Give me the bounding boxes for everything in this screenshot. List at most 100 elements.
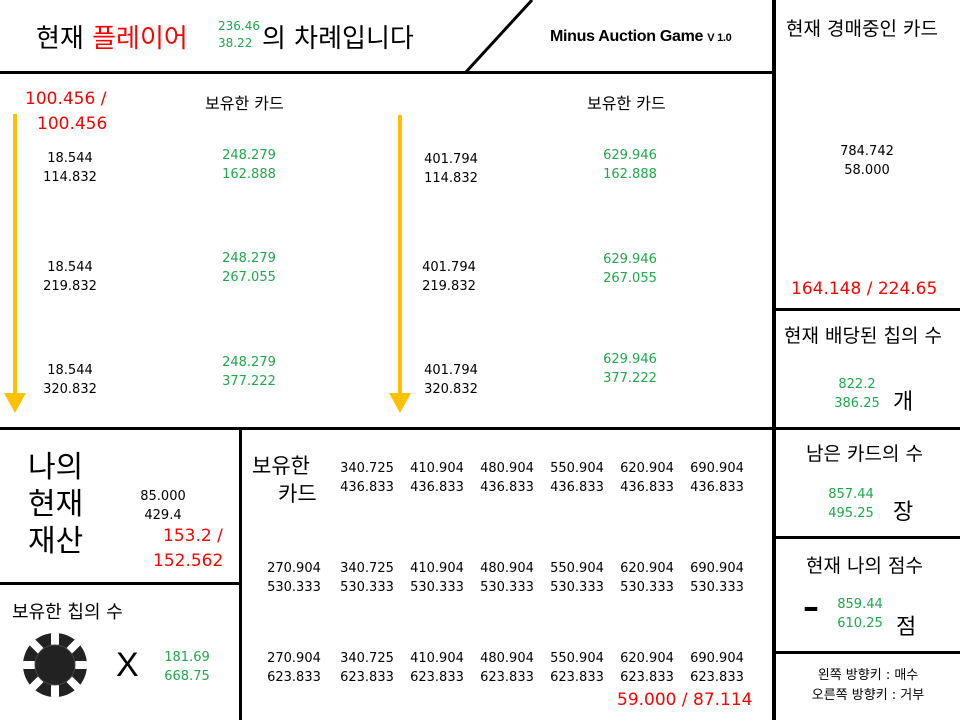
turn-suffix: 의 차례입니다 — [262, 24, 414, 54]
value: 267.055 — [222, 270, 276, 285]
opponent-right-row-2-a: 401.794 219.832 — [409, 258, 489, 296]
current-card-ratio: 164.148 / 224.65 — [791, 279, 938, 299]
my-card: 690.904 623.833 — [677, 649, 757, 687]
my-card: 620.904 436.833 — [607, 459, 687, 497]
my-card: 270.904 530.333 — [254, 559, 334, 597]
value: 401.794 — [424, 363, 478, 378]
value: 267.055 — [603, 271, 657, 286]
my-assets-value: 85.000 429.4 — [123, 487, 203, 525]
value: 401.794 — [424, 152, 478, 167]
opponent-left-ratio-2: 100.456 — [37, 114, 108, 134]
opponent-left-arrow-shaft — [13, 114, 17, 396]
my-card: 550.904 530.333 — [537, 559, 617, 597]
opponent-right-arrow-icon — [389, 393, 411, 413]
my-card-value: 690.904 — [690, 651, 744, 666]
opponent-right-row-3-b: 629.946 377.222 — [590, 350, 670, 388]
my-card: 480.904 623.833 — [467, 649, 547, 687]
my-card-value: 623.833 — [267, 670, 321, 685]
opponent-right-row-1-a: 401.794 114.832 — [411, 150, 491, 188]
my-card: 620.904 623.833 — [607, 649, 687, 687]
my-card-value: 436.833 — [620, 480, 674, 495]
opponent-right-row-3-a: 401.794 320.832 — [411, 361, 491, 399]
opponent-left-row-1-b: 248.279 162.888 — [209, 146, 289, 184]
my-chips-title: 보유한 칩의 수 — [12, 602, 123, 623]
my-card: 340.725 530.333 — [327, 559, 407, 597]
opponent-right-held-label: 보유한 카드 — [587, 94, 666, 113]
my-assets-value-1: 85.000 — [140, 489, 186, 504]
player-y-value: 38.22 — [218, 36, 253, 50]
my-card-value: 620.904 — [620, 561, 674, 576]
value: 248.279 — [222, 355, 276, 370]
my-card: 690.904 530.333 — [677, 559, 757, 597]
my-cards-ratio: 59.000 / 87.114 — [617, 690, 753, 710]
my-card: 270.904 623.833 — [254, 649, 334, 687]
cards-left-unit: 장 — [893, 500, 914, 525]
my-card-value: 480.904 — [480, 561, 534, 576]
header-slash — [464, 0, 534, 74]
opponent-left-ratio-1: 100.456 / — [25, 89, 107, 109]
my-card-value: 550.904 — [550, 461, 604, 476]
opponent-right-row-2-b: 629.946 267.055 — [590, 250, 670, 288]
chips-assigned-value-1: 822.2 — [838, 377, 876, 392]
my-card: 480.904 436.833 — [467, 459, 547, 497]
turn-prefix: 현재 — [36, 24, 93, 54]
current-card-value: 784.742 58.000 — [827, 142, 907, 180]
my-card-value: 623.833 — [410, 670, 464, 685]
chips-assigned-unit: 개 — [893, 390, 914, 415]
value: 248.279 — [222, 251, 276, 266]
my-card: 480.904 530.333 — [467, 559, 547, 597]
cards-left-value-2: 495.25 — [828, 506, 874, 521]
my-card-value: 410.904 — [410, 651, 464, 666]
my-cards-title-1: 보유한 — [252, 454, 310, 478]
my-cards-title-2: 카드 — [278, 482, 317, 506]
my-cards-title: 보유한 카드 — [252, 452, 317, 508]
my-card: 550.904 623.833 — [537, 649, 617, 687]
my-card-value: 623.833 — [550, 670, 604, 685]
opponent-left-row-3-a: 18.544 320.832 — [30, 361, 110, 399]
my-card-value: 340.725 — [340, 561, 394, 576]
my-score-title: 현재 나의 점수 — [806, 555, 923, 577]
value: 629.946 — [603, 252, 657, 267]
opponent-left-ratio: 100.456 / 100.456 — [25, 87, 107, 137]
my-card: 620.904 530.333 — [607, 559, 687, 597]
value: 114.832 — [43, 170, 97, 185]
my-card-value: 530.333 — [267, 580, 321, 595]
my-card: 550.904 436.833 — [537, 459, 617, 497]
bottom-vertical-divider — [239, 427, 242, 720]
my-assets-title-3: 재산 — [28, 524, 84, 559]
my-card-value: 623.833 — [690, 670, 744, 685]
controls-help: 왼쪽 방향키 : 매수 오른쪽 방향키 : 거부 — [776, 666, 960, 706]
header-bottom-line — [0, 71, 772, 74]
my-card-value: 270.904 — [267, 651, 321, 666]
my-assets-title-1: 나의 — [28, 450, 84, 485]
my-card-value: 410.904 — [410, 461, 464, 476]
game-title-text: Minus Auction Game — [550, 28, 704, 45]
right-line-2 — [772, 427, 960, 430]
value: 320.832 — [424, 382, 478, 397]
opponent-left-arrow-icon — [4, 393, 26, 413]
my-assets-value-2: 429.4 — [144, 508, 182, 523]
my-card-value: 436.833 — [340, 480, 394, 495]
player-coords: 236.46 38.22 — [218, 18, 260, 52]
right-panel-divider — [772, 0, 776, 720]
right-line-3 — [772, 536, 960, 539]
my-card-value: 480.904 — [480, 461, 534, 476]
my-card-value: 550.904 — [550, 561, 604, 576]
player-x-value: 236.46 — [218, 19, 260, 33]
my-chips-value-1: 181.69 — [164, 650, 210, 665]
middle-horizontal-line — [0, 427, 772, 430]
my-card-value: 620.904 — [620, 651, 674, 666]
my-card-value: 690.904 — [690, 561, 744, 576]
right-line-4 — [772, 651, 960, 654]
my-card: 340.725 623.833 — [327, 649, 407, 687]
my-card-value: 620.904 — [620, 461, 674, 476]
my-card: 410.904 530.333 — [397, 559, 477, 597]
value: 629.946 — [603, 148, 657, 163]
value: 18.544 — [47, 151, 93, 166]
my-card-value: 340.725 — [340, 461, 394, 476]
opponent-left-row-3-b: 248.279 377.222 — [209, 353, 289, 391]
chips-assigned-value: 822.2 386.25 — [817, 375, 897, 413]
my-chips-value-2: 668.75 — [164, 669, 210, 684]
value: 377.222 — [603, 371, 657, 386]
my-card-value: 410.904 — [410, 561, 464, 576]
